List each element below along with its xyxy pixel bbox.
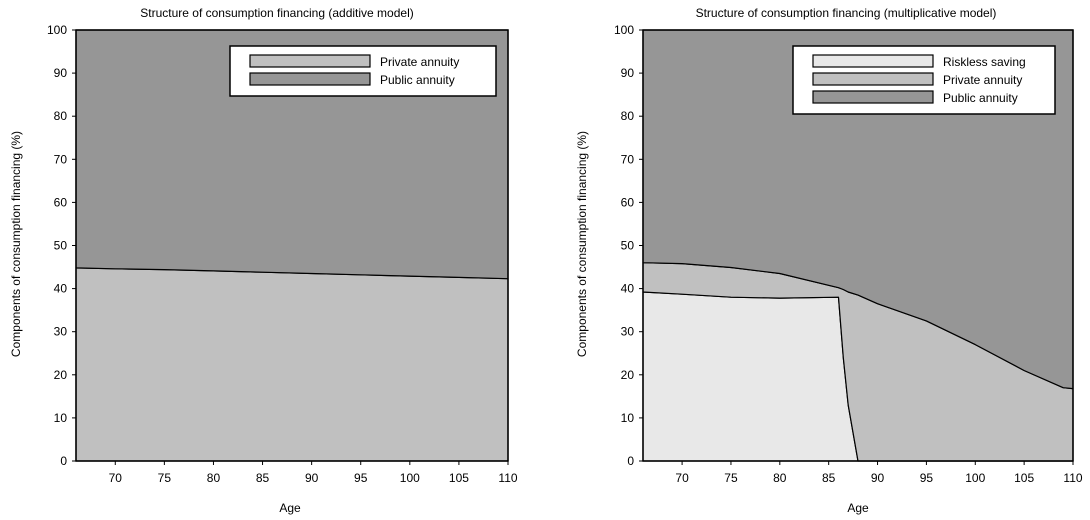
y-tick-label: 70 (54, 152, 68, 166)
legend-swatch (249, 54, 371, 68)
x-tick-label: 110 (1063, 471, 1082, 485)
y-tick-label: 70 (621, 152, 635, 166)
y-tick-label: 10 (54, 411, 68, 425)
x-tick-label: 70 (675, 471, 689, 485)
y-tick-label: 80 (621, 109, 635, 123)
chart-multiplicative-model: Structure of consumption financing (mult… (575, 6, 1083, 515)
x-tick-label: 85 (256, 471, 270, 485)
y-tick-label: 20 (54, 368, 68, 382)
y-tick-label: 30 (54, 325, 68, 339)
y-axis-label: Components of consumption financing (%) (9, 131, 23, 357)
legend-entry: Riskless saving (943, 55, 1026, 69)
x-tick-label: 90 (305, 471, 319, 485)
x-tick-label: 75 (724, 471, 738, 485)
legend-swatch (812, 90, 934, 104)
x-tick-label: 95 (920, 471, 934, 485)
legend-swatch (249, 72, 371, 86)
x-tick-label: 105 (1014, 471, 1034, 485)
y-tick-label: 10 (621, 411, 635, 425)
area-private-annuity (75, 267, 509, 462)
chart-additive-model: Structure of consumption financing (addi… (9, 6, 518, 515)
y-tick-label: 60 (54, 195, 68, 209)
x-tick-label: 75 (158, 471, 172, 485)
x-axis-label: Age (279, 501, 301, 515)
legend-entry: Private annuity (943, 73, 1022, 87)
legend-swatch (812, 72, 934, 86)
y-tick-label: 100 (614, 23, 634, 37)
legend-entry: Public annuity (943, 91, 1018, 105)
x-tick-label: 100 (965, 471, 985, 485)
y-tick-label: 50 (621, 239, 635, 253)
legend-box (229, 45, 497, 97)
y-tick-label: 0 (60, 454, 67, 468)
legend: Riskless saving Private annuity Public ann… (792, 45, 1056, 115)
y-tick-label: 50 (54, 239, 68, 253)
x-tick-label: 85 (822, 471, 836, 485)
y-tick-label: 100 (47, 23, 67, 37)
y-tick-label: 60 (621, 195, 635, 209)
y-axis-ticks: 0 10 20 30 40 50 60 70 80 90 100 (614, 23, 643, 468)
y-tick-label: 90 (54, 66, 68, 80)
y-axis-ticks: 0 10 20 30 40 50 60 70 80 90 100 (47, 23, 76, 468)
y-tick-label: 90 (621, 66, 635, 80)
y-tick-label: 40 (621, 282, 635, 296)
x-axis-ticks: 70 75 80 85 90 95 100 105 110 (675, 461, 1083, 485)
y-tick-label: 40 (54, 282, 68, 296)
legend-entry: Private annuity (380, 55, 459, 69)
plot-area (642, 29, 1074, 462)
x-tick-label: 100 (400, 471, 420, 485)
x-tick-label: 80 (207, 471, 221, 485)
x-axis-ticks: 70 75 80 85 90 95 100 105 110 (109, 461, 518, 485)
x-tick-label: 80 (773, 471, 787, 485)
x-tick-label: 70 (109, 471, 123, 485)
y-axis-label: Components of consumption financing (%) (575, 131, 589, 357)
x-tick-label: 110 (498, 471, 517, 485)
y-tick-label: 20 (621, 368, 635, 382)
chart-title: Structure of consumption financing (mult… (696, 6, 997, 20)
x-tick-label: 90 (871, 471, 885, 485)
y-tick-label: 30 (621, 325, 635, 339)
chart-title: Structure of consumption financing (addi… (140, 6, 413, 20)
legend: Private annuity Public annuity (229, 45, 497, 97)
x-axis-label: Age (847, 501, 869, 515)
y-tick-label: 0 (627, 454, 634, 468)
x-tick-label: 95 (354, 471, 368, 485)
legend-swatch (812, 54, 934, 68)
x-tick-label: 105 (449, 471, 469, 485)
legend-entry: Public annuity (380, 73, 455, 87)
y-tick-label: 80 (54, 109, 68, 123)
